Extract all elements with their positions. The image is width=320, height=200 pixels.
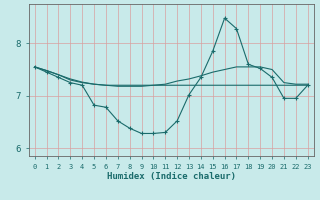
- X-axis label: Humidex (Indice chaleur): Humidex (Indice chaleur): [107, 172, 236, 181]
